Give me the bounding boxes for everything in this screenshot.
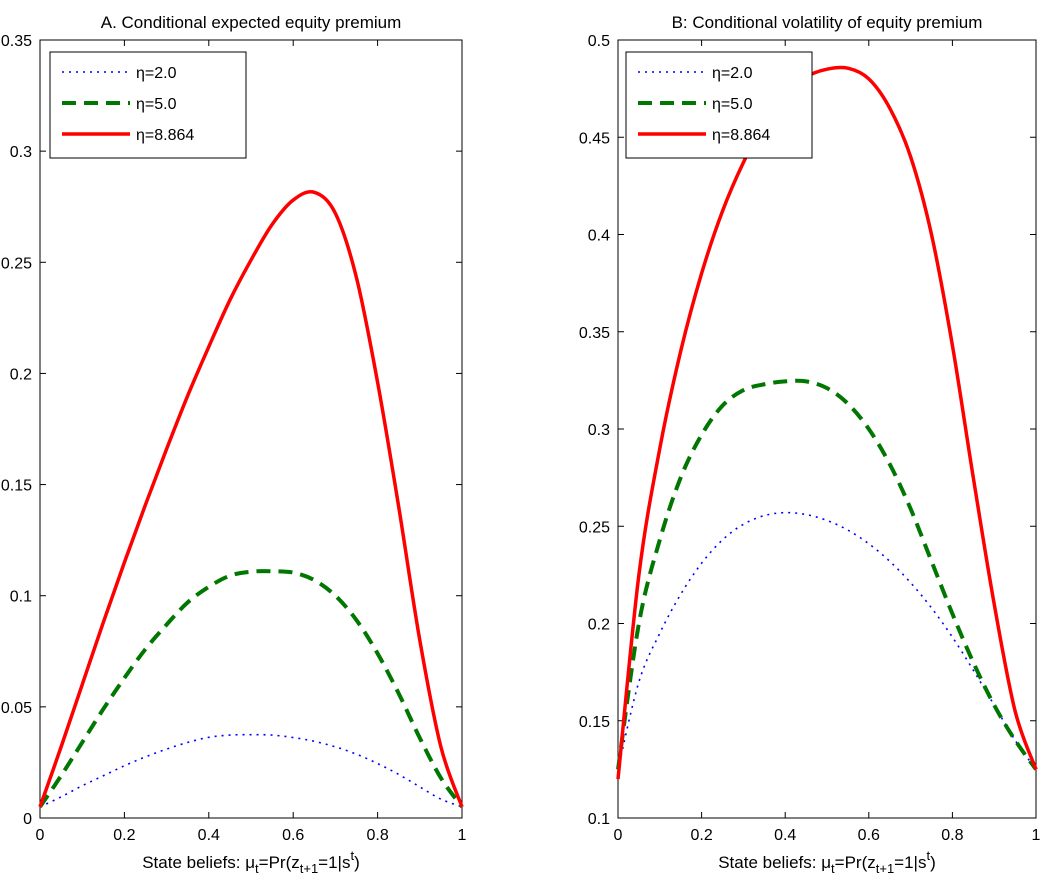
series-line-solid	[38, 189, 464, 808]
chart-title: B: Conditional volatility of equity prem…	[672, 13, 983, 32]
y-tick-label: 0.35	[1, 33, 32, 50]
x-tick-label: 0.4	[198, 827, 220, 844]
panel-b: B: Conditional volatility of equity prem…	[579, 13, 1040, 876]
y-tick-label: 0.2	[10, 366, 32, 383]
y-tick-label: 0.4	[588, 228, 610, 245]
legend-label: η=5.0	[136, 96, 177, 113]
legend-box	[49, 51, 247, 159]
series-line-dashed	[616, 378, 1038, 771]
y-tick-label: 0.3	[588, 422, 610, 439]
x-tick-label: 0.2	[690, 827, 712, 844]
y-tick-label: 0.25	[1, 255, 32, 272]
x-tick-label: 0.8	[366, 827, 388, 844]
axes-frame	[39, 39, 463, 819]
y-tick-label: 0.45	[579, 130, 610, 147]
x-axis-label: State beliefs: μt=Pr(zt+1=1|st)	[718, 848, 936, 876]
y-tick-label: 0.15	[579, 714, 610, 731]
x-tick-label: 0	[36, 827, 45, 844]
y-tick-label: 0.05	[1, 700, 32, 717]
legend-label: η=8.864	[712, 127, 770, 144]
legend-label: η=2.0	[712, 65, 753, 82]
y-tick-label: 0.25	[579, 519, 610, 536]
chart-title: A. Conditional expected equity premium	[101, 13, 402, 32]
y-tick-label: 0	[23, 811, 32, 828]
legend-label: η=8.864	[136, 127, 194, 144]
y-tick-label: 0.1	[10, 589, 32, 606]
series-line-dashed	[38, 569, 464, 809]
series-line-solid	[616, 65, 1038, 780]
series-line-dotted	[617, 511, 1037, 770]
x-axis-label: State beliefs: μt=Pr(zt+1=1|st)	[142, 848, 360, 876]
y-tick-label: 0.35	[579, 325, 610, 342]
y-tick-label: 0.3	[10, 144, 32, 161]
x-tick-label: 1	[458, 827, 467, 844]
x-tick-label: 0.8	[941, 827, 963, 844]
x-tick-label: 0.2	[113, 827, 135, 844]
y-tick-label: 0.2	[588, 617, 610, 634]
legend-box	[625, 51, 813, 159]
x-tick-label: 0	[614, 827, 623, 844]
y-tick-label: 0.5	[588, 33, 610, 50]
legend-label: η=5.0	[712, 96, 753, 113]
y-tick-label: 0.1	[588, 811, 610, 828]
legend-label: η=2.0	[136, 65, 177, 82]
series-line-dotted	[39, 733, 463, 808]
x-tick-label: 1	[1032, 827, 1040, 844]
x-tick-label: 0.6	[858, 827, 880, 844]
y-tick-label: 0.15	[1, 478, 32, 495]
x-tick-label: 0.6	[282, 827, 304, 844]
x-tick-label: 0.4	[774, 827, 796, 844]
